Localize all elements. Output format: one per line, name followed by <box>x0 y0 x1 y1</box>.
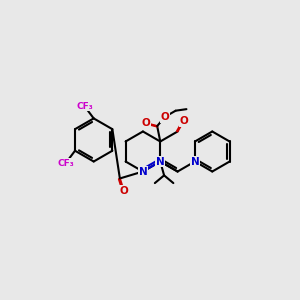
Text: N: N <box>156 157 165 166</box>
Text: CF₃: CF₃ <box>57 158 74 167</box>
Text: O: O <box>179 116 188 126</box>
Text: N: N <box>139 167 147 176</box>
Text: CF₃: CF₃ <box>76 102 93 111</box>
Text: N: N <box>190 157 199 166</box>
Text: O: O <box>160 112 169 122</box>
Text: O: O <box>119 186 128 196</box>
Text: O: O <box>141 118 150 128</box>
